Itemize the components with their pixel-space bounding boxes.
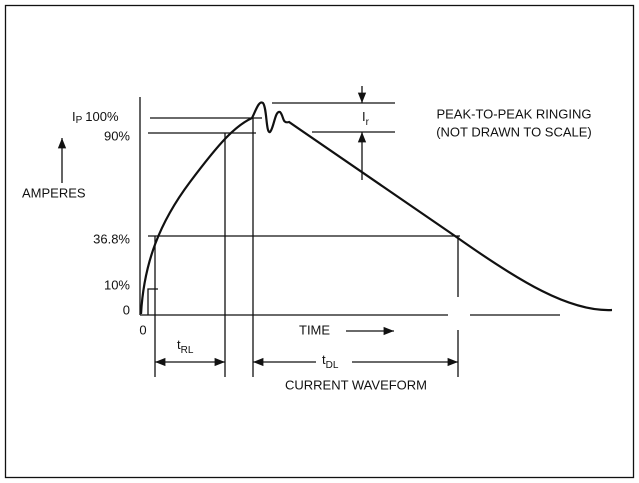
axes: [139, 97, 560, 316]
waveform: [139, 101, 613, 315]
caption: CURRENT WAVEFORM: [285, 377, 427, 392]
frame: [4, 4, 635, 479]
time-dimensions: [57, 138, 458, 367]
p10-label: 10%: [104, 277, 130, 292]
t-dl-label: tDL: [322, 352, 339, 370]
time-label: TIME: [299, 322, 330, 337]
p90-label: 90%: [104, 128, 130, 143]
reference-lines: [147, 117, 460, 377]
peak-label: IP 100%: [72, 109, 119, 125]
ringing-symbol: Ir: [362, 109, 370, 127]
t-rl-label: tRL: [177, 337, 194, 355]
ringing-dimension: [272, 86, 395, 180]
zero-label: 0: [123, 302, 130, 317]
ringing-line2: (NOT DRAWN TO SCALE): [436, 124, 592, 139]
p36-label: 36.8%: [93, 231, 130, 246]
x-origin-label: 0: [139, 322, 146, 337]
y-axis-label: AMPERES: [22, 185, 86, 200]
ringing-line1: PEAK-TO-PEAK RINGING: [436, 106, 591, 121]
